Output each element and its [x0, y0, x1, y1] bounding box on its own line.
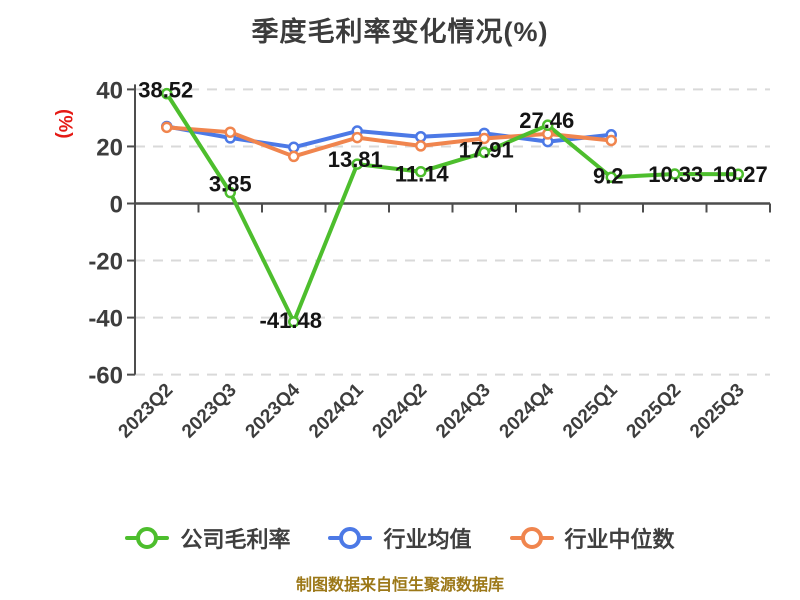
- data-point-label: 9.2: [593, 163, 624, 188]
- data-point: [605, 171, 617, 184]
- data-point-label: 3.85: [209, 172, 252, 197]
- data-point-label: 11.14: [395, 162, 450, 187]
- legend-label: 行业中位数: [564, 527, 675, 552]
- series-line-company: [164, 91, 741, 324]
- y-axis-tick-label: 20: [96, 134, 123, 161]
- data-point: [732, 168, 744, 180]
- legend-label: 公司毛利率: [180, 527, 291, 552]
- legend-label: 行业均值: [383, 527, 472, 552]
- y-axis-tick-label: 40: [96, 77, 123, 104]
- data-point: [415, 165, 427, 178]
- data-point-label: 10.33: [648, 162, 703, 187]
- data-point: [224, 186, 236, 199]
- data-point: [351, 131, 363, 144]
- data-source-note: 制图数据来自恒生聚源数据库: [295, 577, 504, 594]
- data-point-label: 10.27: [713, 162, 768, 187]
- data-point-label: -41.48: [260, 308, 322, 333]
- x-axis-tick-label: 2025Q1: [559, 379, 622, 442]
- data-point-label: 17.91: [459, 137, 514, 162]
- legend-item-industry-median[interactable]: 行业中位数: [509, 522, 675, 554]
- y-axis-unit-label: (%): [54, 109, 75, 139]
- x-axis-tick-label: 2025Q3: [686, 380, 749, 443]
- chart-title: 季度毛利率变化情况(%): [251, 17, 549, 47]
- series-line-mean: [164, 124, 614, 150]
- data-point-label: 13.81: [328, 147, 383, 172]
- legend-marker-green: [125, 527, 170, 549]
- data-point: [288, 316, 300, 328]
- legend-item-company-margin[interactable]: 公司毛利率: [125, 522, 290, 554]
- data-point: [161, 87, 173, 100]
- data-point: [478, 146, 490, 159]
- data-point: [415, 140, 427, 152]
- data-point: [351, 158, 363, 170]
- legend-marker-orange: [509, 527, 554, 549]
- data-point: [415, 131, 427, 143]
- x-axis-tick-label: 2023Q4: [242, 379, 305, 442]
- x-axis-tick-label: 2023Q2: [115, 380, 178, 443]
- data-point-label: 27.46: [519, 108, 574, 133]
- x-axis-tick-label: 2024Q1: [305, 379, 368, 442]
- x-axis-tick-label: 2024Q2: [369, 380, 432, 443]
- y-axis-tick-label: -40: [88, 306, 123, 333]
- x-axis-tick-label: 2024Q3: [432, 380, 495, 443]
- y-axis-tick-label: 0: [110, 192, 123, 219]
- data-point: [605, 134, 617, 147]
- data-point-label: 38.52: [138, 78, 193, 103]
- data-point: [224, 126, 236, 138]
- x-axis-tick-label: 2023Q3: [178, 380, 241, 443]
- x-axis-tick-label: 2024Q4: [496, 379, 559, 442]
- data-point: [161, 121, 173, 134]
- data-point: [288, 141, 300, 154]
- data-point: [669, 168, 681, 180]
- legend-item-industry-mean[interactable]: 行业均值: [328, 522, 472, 554]
- series-line-median: [164, 125, 614, 159]
- data-point: [288, 150, 300, 163]
- x-axis-tick-label: 2025Q2: [623, 380, 686, 443]
- y-axis-tick-label: -20: [88, 249, 123, 276]
- y-axis-tick-label: -60: [88, 363, 123, 390]
- legend: 公司毛利率 行业均值 行业中位数: [0, 516, 800, 560]
- data-point: [542, 119, 554, 131]
- data-point: [478, 132, 490, 145]
- legend-marker-blue: [328, 527, 373, 549]
